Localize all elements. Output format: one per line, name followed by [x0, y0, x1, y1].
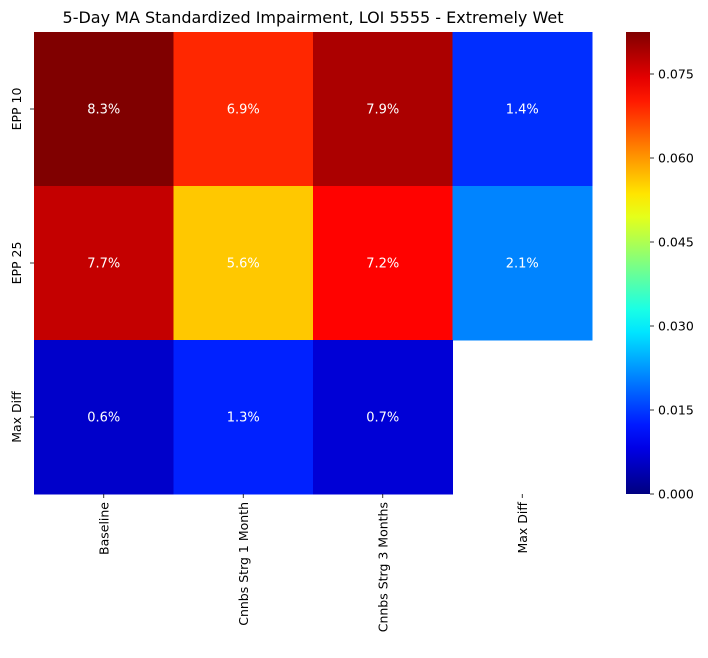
- x-tick-label: Cnnbs Strg 3 Months: [375, 502, 390, 632]
- heatmap-cell: [173, 186, 314, 341]
- cell-value-label: 0.6%: [87, 411, 120, 426]
- heatmap-cell: [313, 186, 453, 341]
- colorbar-tick-label: 0.045: [658, 235, 694, 250]
- heatmap-cell-labels: 8.3% 6.9% 7.9% 1.4% 7.7% 5.6% 7.2% 2.1% 0.6% 1.3%…: [87, 103, 539, 426]
- heatmap-cell: [173, 32, 314, 187]
- y-axis-ticks: EPP 10 EPP 25 Max Diff: [9, 88, 34, 443]
- cell-value-label: 7.2%: [366, 257, 399, 272]
- cell-value-label: 6.9%: [227, 103, 260, 118]
- heatmap-cell: [313, 32, 453, 187]
- chart-title: 5-Day MA Standardized Impairment, LOI 55…: [63, 8, 564, 27]
- cell-value-label: 5.6%: [227, 257, 260, 272]
- colorbar-tick-label: 0.015: [658, 403, 694, 418]
- cell-value-label: 7.9%: [366, 103, 399, 118]
- x-axis-ticks: Baseline Cnnbs Strg 1 Month Cnnbs Strg 3 M…: [96, 494, 530, 632]
- colorbar: [626, 32, 650, 494]
- heatmap-cell: [34, 340, 174, 495]
- heatmap-cell: [452, 32, 593, 187]
- cell-value-label: 1.4%: [506, 103, 539, 118]
- x-tick-label: Cnnbs Strg 1 Month: [236, 502, 251, 626]
- heatmap-cell: [34, 186, 174, 341]
- colorbar-tick-label: 0.030: [658, 319, 694, 334]
- heatmap-cell: [313, 340, 453, 495]
- cell-value-label: 8.3%: [87, 103, 120, 118]
- colorbar-tick-label: 0.075: [658, 67, 694, 82]
- y-tick-label: EPP 10: [9, 88, 24, 131]
- heatmap-cells: [34, 32, 593, 495]
- x-tick-label: Baseline: [96, 502, 111, 555]
- x-tick-label: Max Diff: [515, 502, 530, 554]
- heatmap-cell: [173, 340, 314, 495]
- cell-value-label: 7.7%: [87, 257, 120, 272]
- cell-value-label: 1.3%: [227, 411, 260, 426]
- y-tick-label: EPP 25: [9, 242, 24, 285]
- heatmap-cell: [34, 32, 174, 187]
- cell-value-label: 2.1%: [506, 257, 539, 272]
- y-tick-label: Max Diff: [9, 391, 24, 443]
- colorbar-tick-label: 0.060: [658, 151, 694, 166]
- cell-value-label: 0.7%: [366, 411, 399, 426]
- colorbar-ticks: 0.000 0.015 0.030 0.045 0.060 0.075: [650, 67, 694, 502]
- heatmap-cell: [452, 186, 593, 341]
- colorbar-tick-label: 0.000: [658, 487, 694, 502]
